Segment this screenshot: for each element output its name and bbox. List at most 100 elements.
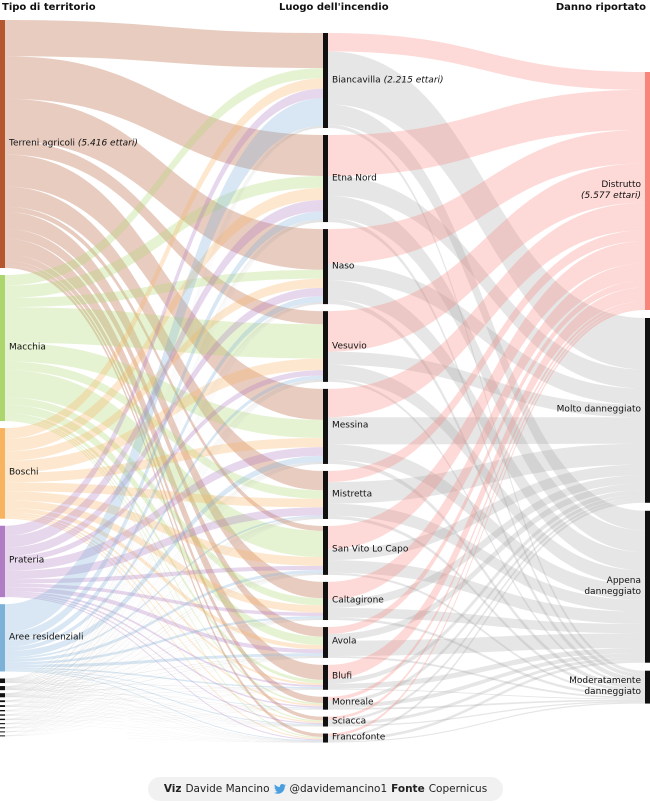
node-bar <box>323 664 328 690</box>
link-land-to-location <box>5 98 323 270</box>
link-land-to-location <box>5 463 323 728</box>
link-land-to-location <box>5 709 323 716</box>
link-location-to-damage <box>328 129 645 264</box>
link-land-to-location <box>5 296 323 648</box>
node-label-text: Appena danneggiato <box>584 575 641 597</box>
source-label: Fonte <box>391 783 425 795</box>
link-land-to-location <box>5 657 323 712</box>
link-land-to-location <box>5 709 323 720</box>
link-land-to-location <box>5 657 323 733</box>
link-land-to-location <box>5 726 323 733</box>
node-label: Appena danneggiato <box>551 576 641 598</box>
node-bar <box>0 718 5 721</box>
link-land-to-location <box>5 736 323 743</box>
link-location-to-damage <box>328 655 645 699</box>
link-land-to-location <box>5 500 323 613</box>
node-label-text: Vesuvio <box>332 341 367 351</box>
link-land-to-location <box>5 682 323 726</box>
node-label-text: Caltagirone <box>332 595 384 606</box>
link-land-to-location <box>5 186 323 491</box>
node-label-text: Monreale <box>332 697 374 708</box>
link-land-to-location <box>5 418 323 722</box>
link-land-to-location <box>5 572 323 682</box>
link-land-to-location <box>5 302 323 688</box>
link-land-to-location <box>5 491 323 566</box>
node-bar <box>0 727 5 729</box>
link-land-to-location <box>5 574 323 711</box>
column-header-land-type: Tipo di territorio <box>2 2 96 13</box>
link-location-to-damage <box>328 653 645 708</box>
link-land-to-location <box>5 516 323 724</box>
node-bar <box>645 72 650 310</box>
link-land-to-location <box>5 583 323 617</box>
node-bar <box>0 700 5 703</box>
node-label: Boschi <box>9 468 39 479</box>
link-land-to-location <box>5 303 323 715</box>
link-location-to-damage <box>328 163 645 352</box>
node-label-text: Messina <box>332 420 369 431</box>
node-label-text: Moderatamente danneggiato <box>569 676 641 698</box>
link-land-to-location <box>5 463 323 732</box>
link-land-to-location <box>5 361 323 499</box>
link-location-to-damage <box>328 572 645 695</box>
link-land-to-location <box>5 701 323 710</box>
link-location-to-damage <box>328 607 645 634</box>
link-land-to-location <box>5 702 323 743</box>
link-land-to-location <box>5 20 323 69</box>
link-land-to-location <box>5 303 323 711</box>
link-location-to-damage <box>328 417 645 445</box>
link-location-to-damage <box>328 364 645 585</box>
node-label: Mistretta <box>332 489 372 500</box>
link-location-to-damage <box>328 263 645 405</box>
link-land-to-location <box>5 221 323 715</box>
link-land-to-location <box>5 260 323 721</box>
link-land-to-location <box>5 732 323 743</box>
link-land-to-location <box>5 303 323 701</box>
link-land-to-location <box>5 518 323 720</box>
link-land-to-location <box>5 381 323 724</box>
node-label-note: (2.215 ettari) <box>383 75 444 85</box>
link-land-to-location <box>5 593 323 708</box>
link-location-to-damage <box>328 494 645 704</box>
link-location-to-damage <box>328 459 645 690</box>
twitter-handle[interactable]: @davidemancino1 <box>289 783 388 795</box>
link-land-to-location <box>5 657 323 737</box>
link-land-to-location <box>5 715 323 727</box>
link-land-to-location <box>5 126 323 687</box>
link-land-to-location <box>5 438 323 483</box>
link-land-to-location <box>5 616 323 665</box>
link-land-to-location <box>5 358 323 473</box>
link-land-to-location <box>5 303 323 732</box>
node-bar <box>323 696 328 710</box>
link-location-to-damage <box>328 287 645 680</box>
link-land-to-location <box>5 278 323 461</box>
node-label-text: Aree residenziali <box>9 632 84 643</box>
link-land-to-location <box>5 728 323 743</box>
link-land-to-location <box>5 127 323 711</box>
node-label: Prateria <box>9 556 44 567</box>
link-land-to-location <box>5 221 323 711</box>
link-land-to-location <box>5 709 323 712</box>
link-land-to-location <box>5 264 323 737</box>
link-land-to-location <box>5 381 323 720</box>
node-bar <box>0 705 5 707</box>
link-land-to-location <box>5 211 323 641</box>
link-land-to-location <box>5 726 323 729</box>
link-land-to-location <box>5 518 323 716</box>
link-location-to-damage <box>328 202 645 418</box>
node-label-text: Etna Nord <box>332 173 377 184</box>
link-land-to-location <box>5 380 323 695</box>
link-land-to-location <box>5 518 323 728</box>
link-land-to-location <box>5 619 323 720</box>
link-land-to-location <box>5 220 323 706</box>
link-land-to-location <box>5 127 323 715</box>
link-land-to-location <box>5 370 323 562</box>
link-land-to-location <box>5 618 323 682</box>
link-land-to-location <box>5 463 323 724</box>
node-label: San Vito Lo Capo <box>332 545 408 556</box>
link-location-to-damage <box>328 51 645 370</box>
link-land-to-location <box>5 573 323 702</box>
link-location-to-damage <box>328 263 645 600</box>
node-bar <box>323 581 328 621</box>
link-land-to-location <box>5 518 323 724</box>
